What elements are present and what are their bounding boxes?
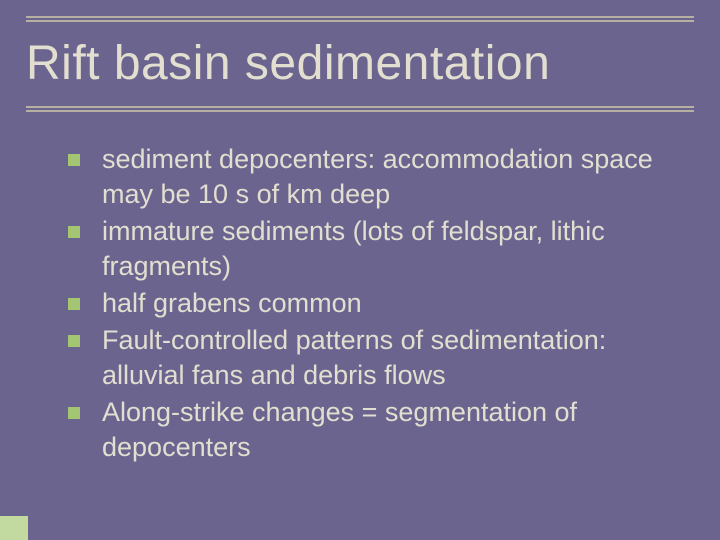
slide-title: Rift basin sedimentation — [26, 36, 550, 91]
square-bullet-icon — [68, 407, 80, 419]
bullet-text: immature sediments (lots of feldspar, li… — [102, 214, 684, 284]
accent-corner — [0, 516, 28, 540]
divider-top-1 — [26, 16, 694, 18]
square-bullet-icon — [68, 154, 80, 166]
list-item: Fault-controlled patterns of sedimentati… — [68, 323, 684, 393]
list-item: sediment depocenters: accommodation spac… — [68, 142, 684, 212]
square-bullet-icon — [68, 226, 80, 238]
list-item: Along-strike changes = segmentation of d… — [68, 395, 684, 465]
square-bullet-icon — [68, 298, 80, 310]
bullet-text: sediment depocenters: accommodation spac… — [102, 142, 684, 212]
divider-mid-2 — [26, 110, 694, 112]
square-bullet-icon — [68, 335, 80, 347]
divider-mid-1 — [26, 106, 694, 108]
bullet-list: sediment depocenters: accommodation spac… — [68, 142, 684, 467]
list-item: immature sediments (lots of feldspar, li… — [68, 214, 684, 284]
divider-top-2 — [26, 20, 694, 22]
bullet-text: Along-strike changes = segmentation of d… — [102, 395, 684, 465]
bullet-text: Fault-controlled patterns of sedimentati… — [102, 323, 684, 393]
list-item: half grabens common — [68, 286, 684, 321]
bullet-text: half grabens common — [102, 286, 684, 321]
